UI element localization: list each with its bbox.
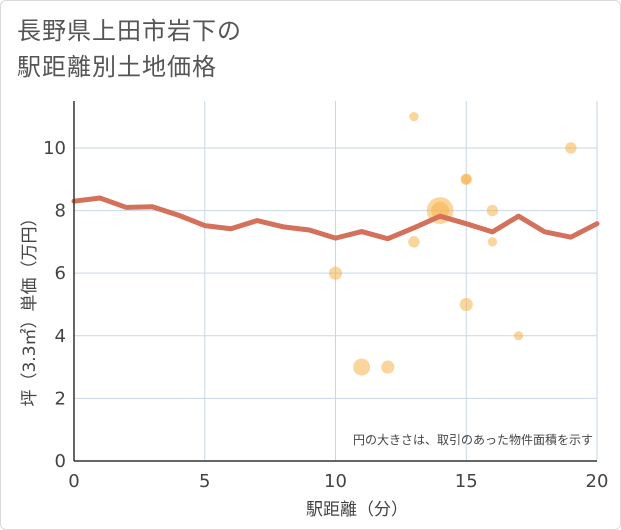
scatter-point: [381, 360, 395, 374]
x-tick-label: 20: [586, 471, 609, 492]
chart-tick-labels: 0 5 10 15 20 0 2 4 6 8 10: [43, 138, 608, 492]
x-tick-label: 15: [455, 471, 478, 492]
y-tick-label: 2: [55, 388, 66, 409]
scatter-point: [328, 266, 343, 280]
y-tick-label: 4: [55, 326, 66, 347]
chart-axes: [73, 101, 597, 462]
scatter-point: [565, 142, 577, 154]
scatter-point: [459, 297, 473, 312]
scatter-point: [408, 236, 420, 248]
chart-title: 長野県上田市岩下の 駅距離別土地価格: [17, 13, 242, 85]
scatter-point: [486, 204, 499, 217]
x-tick-label: 10: [324, 471, 347, 492]
chart-title-line-2: 駅距離別土地価格: [17, 53, 217, 81]
y-tick-label: 0: [55, 451, 66, 472]
x-tick-label: 0: [68, 471, 79, 492]
y-tick-label: 6: [55, 263, 66, 284]
scatter-point: [513, 331, 524, 341]
x-tick-label: 5: [199, 471, 210, 492]
chart-trend-line: [71, 195, 600, 242]
scatter-point: [409, 112, 419, 122]
x-axis-label: 駅距離（分）: [306, 500, 408, 520]
bubble-size-note: 円の大きさは、取引のあった物件面積を示す: [353, 432, 593, 447]
chart-gridlines: [74, 101, 598, 461]
trend-series-line: [71, 195, 600, 242]
scatter-point: [353, 358, 371, 376]
scatter-point: [487, 237, 498, 247]
scatter-point: [461, 174, 472, 185]
y-axis-label: 坪（3.3㎡）単価（万円）: [20, 209, 40, 406]
y-tick-label: 8: [55, 201, 66, 222]
chart-title-line-1: 長野県上田市岩下の: [17, 17, 242, 45]
y-tick-label: 10: [43, 138, 66, 159]
